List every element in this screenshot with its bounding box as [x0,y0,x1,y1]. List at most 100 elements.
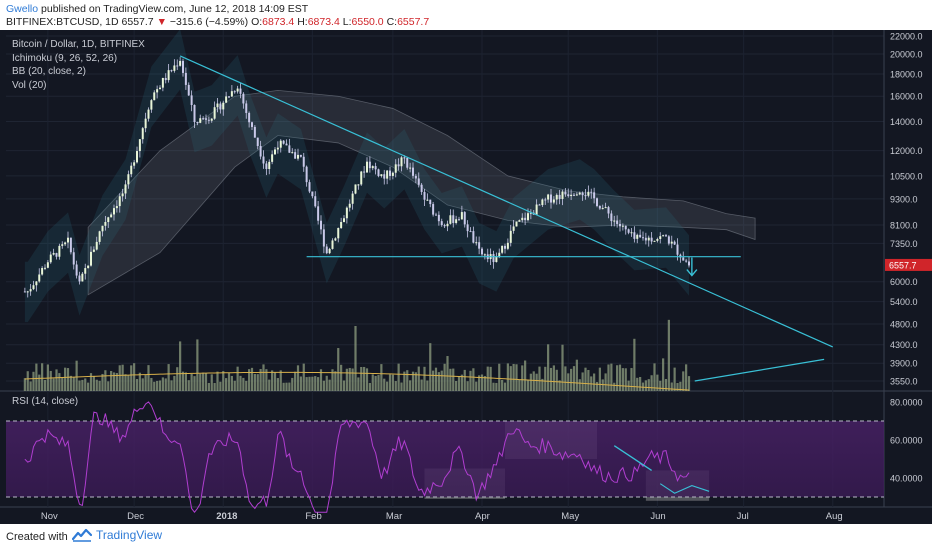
volume-bar [302,363,305,391]
candle-body [386,170,389,179]
volume-bar [279,370,282,391]
candle-body [518,220,521,222]
volume-bar [294,371,297,391]
candle-body [590,191,593,193]
volume-bar [633,338,636,391]
candle-body [527,213,529,221]
candle-body [190,95,193,105]
volume-bar [492,382,495,391]
volume-bar [164,378,167,391]
tradingview-brand[interactable]: TradingView [72,528,162,542]
volume-bar [127,375,130,391]
rsi-legend[interactable]: RSI (14, close) [12,396,79,407]
candle-body [113,208,115,215]
candle-body [676,244,679,255]
chart-legend: Bitcoin / Dollar, 1D, BITFINEX Ichimoku … [12,38,145,92]
candle-body [256,137,259,147]
candle-body [81,273,84,282]
candle-body [343,218,345,222]
candle-body [541,199,544,206]
candle-body [389,170,391,176]
volume-bar [397,363,400,391]
candle-body [400,157,403,167]
candle-body [182,60,184,73]
volume-bar [624,368,627,391]
author-link[interactable]: Gwello [6,3,39,15]
time-tick-label: May [561,511,579,522]
candle-body [245,103,248,113]
volume-bar [213,382,216,391]
candle-body [196,122,199,124]
candle-body [598,205,601,209]
candle-body [575,194,578,196]
volume-bar [572,366,576,391]
volume-bar [141,378,144,391]
candle-body [555,194,558,200]
candle-body [429,199,432,205]
candles [23,57,690,298]
candle-body [314,196,317,207]
volume-bar [153,381,156,391]
price-tick-label: 8100.0 [890,220,918,230]
candle-body [492,254,495,263]
volume-bar [222,371,225,391]
candle-body [478,242,481,249]
volume-bar [72,377,75,391]
candle-body [624,225,627,230]
volume-bar [365,368,369,391]
volume-bar [199,373,202,391]
candle-body [230,91,233,97]
volume-bar [604,373,607,391]
price-chart[interactable]: 22000.0 20000.0 18000.0 16000.0 14000.0 12000… [0,29,932,524]
candle-body [55,253,58,257]
candle-body [216,103,219,108]
legend-vol[interactable]: Vol (20) [12,79,47,91]
volume-bar [179,341,182,391]
candle-body [357,184,360,186]
volume-bar [403,371,406,391]
volume-bar [207,382,210,391]
candle-body [440,221,443,226]
volume-bar [575,359,578,391]
candle-body [653,240,656,242]
volume-bar [92,375,95,391]
price-tick-label: 9300.0 [890,194,918,204]
volume-bar [446,356,449,391]
volume-bar [659,380,662,391]
volume-bar [305,377,308,391]
candle-body [179,60,182,66]
candle-body [46,262,49,268]
candle-body [305,166,308,183]
volume-bar [248,369,251,391]
candle-body [619,223,621,227]
volume-bar [400,382,403,391]
candle-body [288,145,291,153]
candle-body [604,207,607,209]
volume-bar [296,365,300,391]
candle-body [475,242,478,244]
volume-bar [423,366,426,391]
candle-body [403,157,406,159]
candle-body [443,225,446,227]
rsi-line [24,401,690,514]
volume-bar [455,380,458,391]
chart-area[interactable]: 22000.0 20000.0 18000.0 16000.0 14000.0 12000… [0,29,932,524]
volume-bar [337,348,340,391]
low-label: L: [342,16,352,28]
candle-body [483,254,486,256]
volume-bar [256,374,259,391]
tradingview-brand-label: TradingView [96,528,163,542]
volume-bar [538,366,541,391]
volume-bar [676,382,679,391]
candle-body [87,265,90,269]
volume-bar [374,375,377,391]
legend-ichimoku[interactable]: Ichimoku (9, 26, 52, 26) [12,52,118,64]
legend-bb[interactable]: BB (20, close, 2) [12,66,86,77]
volume-bar [317,377,320,391]
candle-body [308,182,311,192]
candle-body [322,229,325,247]
candle-body [115,206,118,209]
volume-bar [437,372,440,391]
volume-bar [66,368,70,391]
candle-body [320,220,322,230]
